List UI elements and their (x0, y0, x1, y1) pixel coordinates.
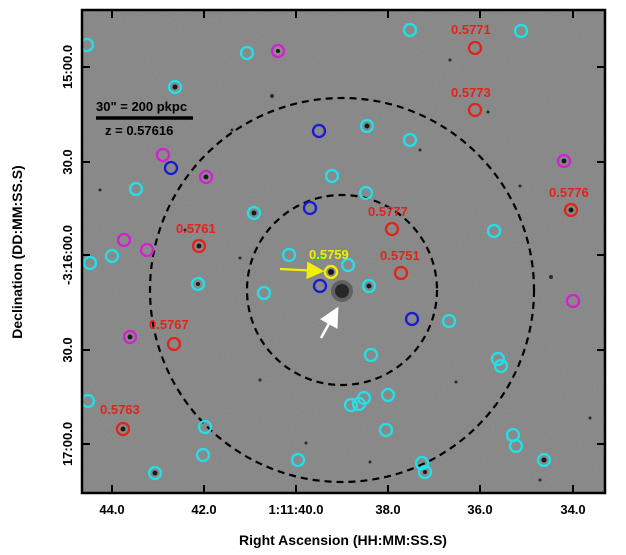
redshift-label-0.5767: 0.5767 (149, 317, 189, 332)
magenta-marker-sources (127, 49, 567, 340)
redshift-label-0.5777: 0.5777 (368, 204, 408, 219)
y-axis-title: Declination (DD:MM:SS.S) (9, 165, 25, 338)
x-tick-label: 1:11:40.0 (269, 502, 324, 517)
redshift-label-0.5751: 0.5751 (380, 248, 420, 263)
redshift-label-0.5759: 0.5759 (309, 247, 349, 262)
redshift-label-0.5771: 0.5771 (451, 22, 491, 37)
blue-circle-markers (163, 123, 420, 327)
scale-bar-label: 30" = 200 pkpc (96, 99, 187, 114)
y-tick-label: 17:00.0 (60, 422, 75, 466)
x-tick-marks (111, 10, 574, 493)
redshift-labels: 0.5771 0.5773 0.5776 0.5777 0.5761 0.575… (100, 22, 589, 417)
magenta-circle-markers (116, 43, 581, 345)
x-tick-labels: 44.0 42.0 1:11:40.0 38.0 36.0 34.0 (99, 502, 585, 517)
redshift-label-0.5773: 0.5773 (451, 85, 491, 100)
redshift-label-0.5761: 0.5761 (176, 221, 216, 236)
redshift-label-0.5776: 0.5776 (549, 185, 589, 200)
yellow-marker-source (328, 269, 334, 275)
redshift-label-0.5763: 0.5763 (100, 402, 140, 417)
red-circle-markers (115, 40, 579, 437)
plot-area: 0.5771 0.5773 0.5776 0.5777 0.5761 0.575… (82, 22, 592, 484)
y-tick-label: 30.0 (60, 337, 75, 362)
x-tick-label: 36.0 (467, 502, 492, 517)
central-source (331, 280, 353, 302)
yellow-circle-marker (323, 264, 339, 280)
faint-sources (98, 58, 592, 482)
x-tick-label: 42.0 (191, 502, 216, 517)
outer-dashed-circle (148, 96, 536, 484)
x-tick-label: 34.0 (560, 502, 585, 517)
y-tick-label: 15:00.0 (60, 45, 75, 89)
white-arrow (319, 306, 339, 339)
green-tick-mark (313, 254, 326, 262)
y-tick-marks (82, 66, 605, 445)
red-marker-sources (120, 207, 574, 432)
y-tick-labels: 15:00.0 30.0 -3:16:00.0 30.0 17:00.0 (60, 45, 75, 466)
y-tick-label: -3:16:00.0 (60, 225, 75, 285)
x-tick-label: 38.0 (375, 502, 400, 517)
yellow-arrow (279, 261, 325, 280)
redshift-annotation: z = 0.57616 (105, 123, 173, 138)
plot-frame (80, 8, 607, 495)
y-tick-label: 30.0 (60, 149, 75, 174)
cyan-marker-sources (152, 84, 547, 476)
cyan-circle-markers (82, 22, 552, 481)
inner-dashed-circle (245, 193, 439, 387)
x-tick-label: 44.0 (99, 502, 124, 517)
x-axis-title: Right Ascension (HH:MM:SS.S) (239, 532, 447, 548)
